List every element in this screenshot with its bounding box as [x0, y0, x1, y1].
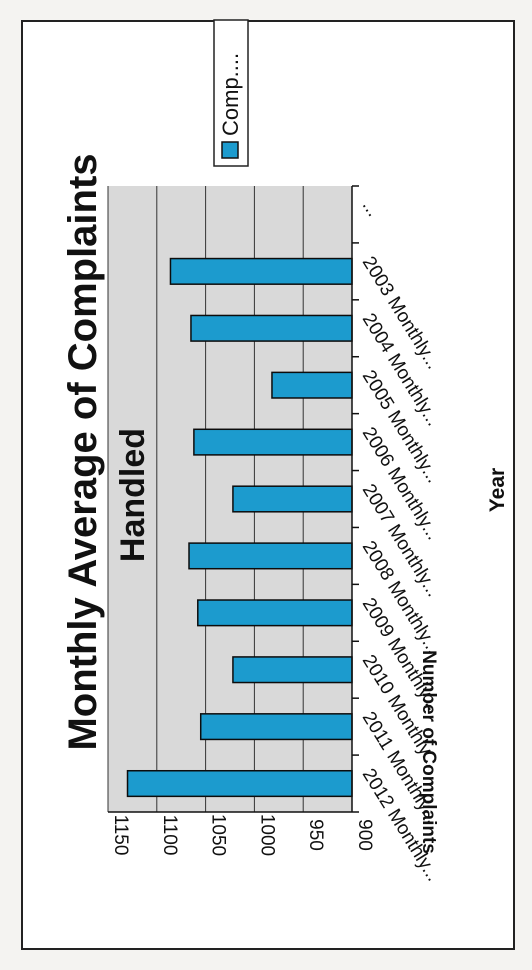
bar-7 — [271, 371, 353, 399]
bar-6 — [193, 428, 353, 456]
x-axis-title: Year — [486, 468, 509, 512]
bar-8 — [190, 314, 353, 342]
legend-swatch — [221, 141, 239, 159]
bar-1 — [199, 713, 353, 741]
category-label-10: ... — [358, 196, 384, 221]
value-tick-1000: 1000 — [256, 814, 277, 856]
bar-5 — [232, 485, 353, 513]
bar-9 — [169, 257, 353, 285]
value-tick-1050: 1050 — [208, 814, 229, 856]
y-axis-title: Number of Complaints — [418, 650, 439, 854]
legend-label: Comp.... — [218, 53, 243, 136]
legend: Comp.... — [213, 19, 249, 167]
axis-lines — [108, 185, 359, 813]
value-tick-1100: 1100 — [159, 815, 180, 856]
bar-4 — [188, 542, 353, 570]
bars — [126, 257, 353, 798]
bar-3 — [197, 599, 353, 627]
bar-2 — [232, 656, 353, 684]
chart-title-line1: Monthly Average of Complaints — [61, 153, 105, 750]
value-tick-labels: 900 950 1000 1050 1100 1150 — [110, 814, 375, 856]
value-tick-900: 900 — [354, 819, 375, 851]
value-tick-1150: 1150 — [110, 815, 131, 856]
value-tick-950: 950 — [305, 819, 326, 851]
chart-title-line2: Handled — [114, 428, 152, 562]
bar-0 — [126, 769, 353, 798]
